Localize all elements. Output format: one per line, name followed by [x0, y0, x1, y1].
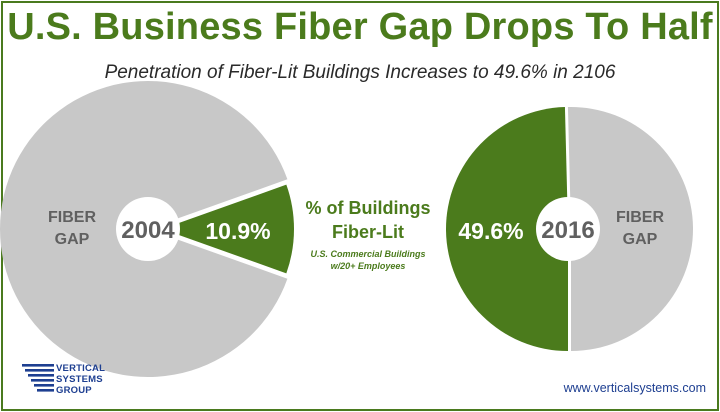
pie-2016-slice-fiber-gap — [567, 106, 694, 351]
logo-wordmark: VERTICAL SYSTEMS GROUP — [56, 363, 105, 396]
pie-2004-year-label: 2004 — [121, 217, 175, 244]
chart-subtitle: Penetration of Fiber-Lit Buildings Incre… — [104, 62, 616, 83]
pie-2016-fiber-lit-value: 49.6% — [458, 218, 523, 244]
pie-2016-slice-fiber-lit — [446, 107, 568, 351]
pie-2016-center-circle — [536, 197, 600, 261]
pie-2004: 2004 FIBER GAP 10.9% — [0, 80, 294, 377]
center-caption-sub2: w/20+ Employees — [330, 261, 406, 271]
pie-2004-slice-fiber-lit — [162, 184, 294, 274]
website-url: www.verticalsystems.com — [563, 381, 706, 395]
pie-2016: 2016 49.6% FIBER GAP — [446, 106, 694, 351]
pie-2016-gap-label-line2: GAP — [623, 231, 658, 248]
center-caption-line2: Fiber-Lit — [332, 222, 404, 242]
vertical-systems-logo-icon — [22, 364, 54, 392]
chart-title: U.S. Business Fiber Gap Drops To Half — [7, 6, 713, 48]
pie-2004-center-circle — [116, 197, 180, 261]
logo-line3: GROUP — [56, 385, 92, 396]
center-caption: % of Buildings Fiber-Lit U.S. Commercial… — [280, 196, 456, 272]
pie-2004-gap-label-line2: GAP — [55, 231, 90, 248]
center-caption-line1: % of Buildings — [305, 198, 431, 218]
logo-line1: VERTICAL — [56, 363, 106, 374]
pie-2016-year-label: 2016 — [541, 217, 594, 244]
pie-2004-fiber-lit-value: 10.9% — [205, 218, 270, 244]
center-caption-sub1: U.S. Commercial Buildings — [310, 249, 426, 259]
logo-line2: SYSTEMS — [56, 374, 103, 385]
pie-2016-gap-label-line1: FIBER — [616, 209, 664, 226]
pie-2004-gap-label-line1: FIBER — [48, 209, 96, 226]
